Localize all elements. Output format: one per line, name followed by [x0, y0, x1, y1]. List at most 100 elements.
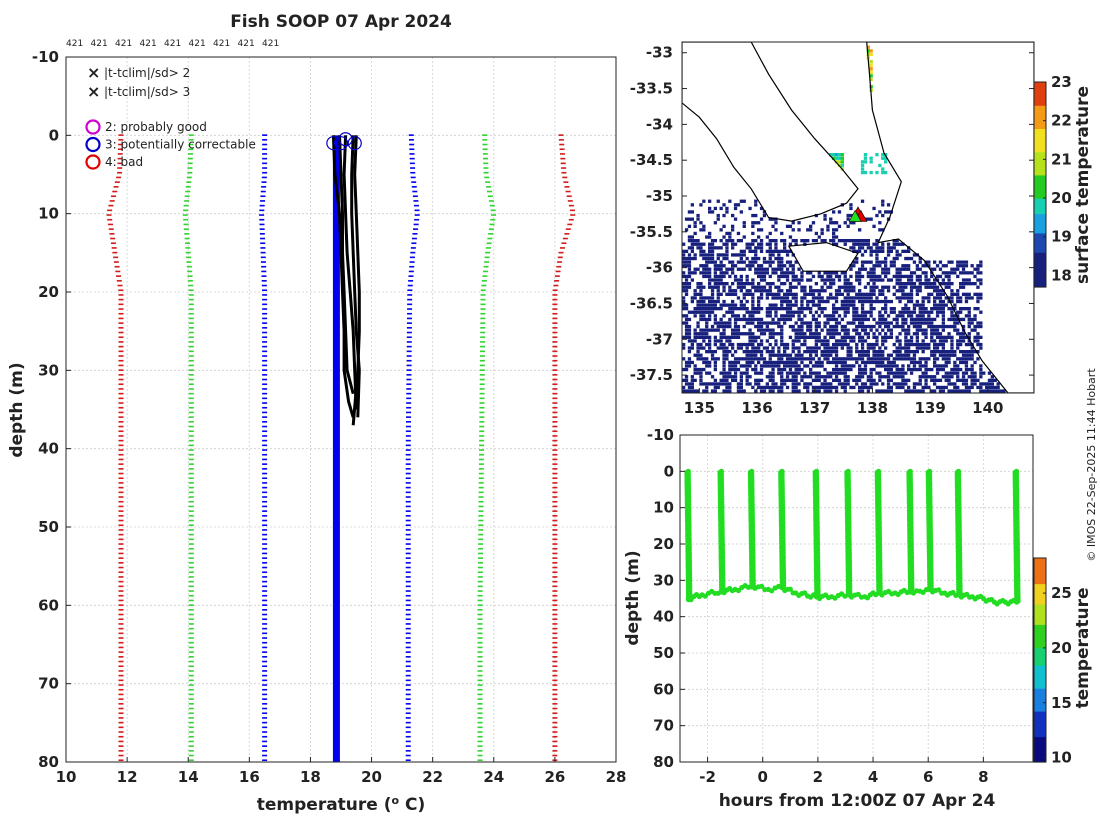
sst-pixel: [771, 249, 775, 253]
sst-pixel: [979, 260, 983, 264]
sst-pixel: [762, 271, 767, 275]
sst-pixel: [889, 360, 893, 365]
clim-marker: [481, 280, 487, 282]
clim-marker: [118, 618, 124, 621]
sst-pixel: [809, 285, 813, 289]
sst-pixel: [947, 371, 951, 375]
sst-pixel: [976, 342, 980, 347]
sst-pixel: [886, 382, 891, 386]
sst-pixel: [800, 299, 804, 304]
sst-pixel: [944, 335, 948, 339]
sst-pixel: [915, 317, 919, 322]
sst-pixel: [860, 371, 865, 375]
sst-pixel: [881, 364, 885, 368]
sst-pixel: [970, 264, 974, 268]
colorbar-segment: [1034, 271, 1046, 275]
sst-pixel: [733, 278, 738, 282]
colorbar-segment: [1034, 227, 1046, 230]
sst-pixel: [858, 324, 862, 329]
sst-pixel: [745, 282, 749, 286]
sst-pixel: [785, 375, 790, 379]
sst-pixel: [710, 357, 715, 361]
sst-pixel: [823, 353, 827, 357]
sst-pixel: [682, 357, 686, 361]
clim-marker: [479, 355, 485, 357]
sst-pixel: [884, 160, 888, 164]
sst-pixel: [814, 346, 818, 350]
sst-pixel: [690, 385, 694, 390]
sst-pixel: [809, 289, 813, 293]
sst-pixel: [768, 285, 772, 289]
sst-pixel: [898, 385, 902, 390]
sst-pixel: [884, 367, 888, 372]
sst-pixel: [901, 274, 905, 279]
sst-pixel: [918, 278, 922, 282]
sst-pixel: [829, 282, 833, 286]
sst-pixel: [722, 350, 726, 354]
colorbar-segment: [1034, 180, 1046, 184]
sst-pixel: [728, 364, 732, 368]
sst-pixel: [759, 271, 764, 275]
clim-marker: [405, 693, 411, 696]
sst-pixel: [777, 357, 781, 361]
sst-pixel: [846, 375, 850, 379]
clim-marker: [552, 491, 558, 494]
sst-pixel: [725, 303, 729, 307]
sst-pixel: [855, 382, 859, 386]
clim-marker: [552, 750, 558, 752]
clim-marker: [262, 463, 268, 465]
clim-marker: [188, 646, 194, 649]
sst-pixel: [725, 231, 729, 236]
sst-pixel: [964, 335, 969, 339]
sst-pixel: [826, 321, 830, 325]
sst-pixel: [693, 267, 697, 271]
sst-pixel: [935, 310, 940, 314]
sst-pixel: [826, 339, 830, 343]
clim-marker: [405, 750, 411, 752]
sst-pixel: [771, 375, 775, 379]
sst-pixel: [771, 328, 775, 332]
sst-pixel: [938, 332, 943, 336]
sst-pixel: [823, 321, 827, 325]
sst-pixel: [961, 350, 966, 354]
sst-pixel: [950, 324, 954, 329]
sst-pixel: [858, 267, 862, 271]
clim-marker: [262, 298, 268, 301]
colorbar-segment: [1034, 153, 1046, 157]
clim-marker: [405, 571, 411, 574]
clim-marker: [262, 327, 268, 329]
sst-pixel: [731, 224, 735, 228]
sst-pixel: [964, 282, 969, 286]
clim-marker: [188, 543, 194, 545]
top-label: 421: [91, 39, 108, 49]
sst-pixel: [757, 256, 761, 261]
sst-pixel: [696, 353, 700, 357]
sst-pixel: [941, 375, 945, 379]
sst-pixel: [705, 357, 709, 361]
sst-pixel: [809, 371, 813, 375]
sst-pixel: [846, 299, 850, 304]
sst-pixel: [976, 299, 980, 304]
sst-pixel: [881, 342, 885, 347]
sst-pixel: [933, 307, 937, 311]
sst-pixel: [832, 314, 836, 318]
sst-pixel: [774, 285, 778, 289]
sst-pixel: [699, 292, 703, 296]
clim-marker: [188, 500, 194, 503]
sst-pixel: [739, 285, 743, 289]
sst-pixel: [961, 307, 966, 311]
sst-pixel: [748, 360, 752, 365]
sst-pixel: [840, 364, 844, 368]
sst-pixel: [843, 282, 847, 286]
sst-pixel: [944, 285, 948, 289]
sst-pixel: [693, 389, 697, 393]
sst-pixel: [699, 378, 703, 382]
clim-marker: [480, 341, 486, 343]
sst-pixel: [846, 224, 850, 228]
sst-pixel: [832, 221, 836, 225]
sst-pixel: [682, 256, 686, 261]
sst-pixel: [713, 360, 717, 365]
sst-pixel: [872, 267, 876, 271]
clim-marker: [262, 472, 268, 475]
sst-pixel: [820, 328, 824, 332]
